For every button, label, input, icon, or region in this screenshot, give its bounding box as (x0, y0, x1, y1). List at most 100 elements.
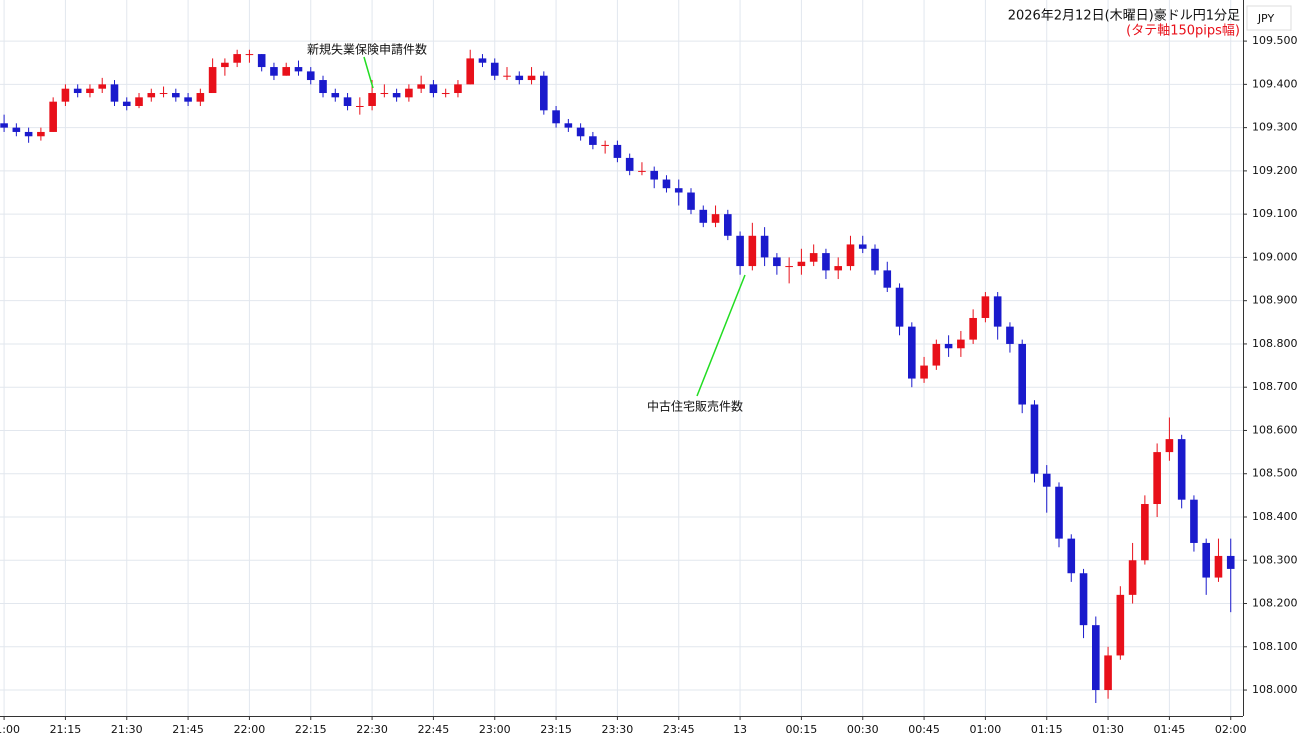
candle-body (356, 105, 364, 107)
grid (0, 0, 1243, 716)
candle-body (159, 93, 168, 95)
candle-body (908, 326, 916, 379)
candle-body (625, 157, 634, 171)
y-tick-label: 108.000 (1252, 683, 1298, 696)
candle-body (270, 67, 278, 76)
candle-body (196, 93, 205, 102)
candle-body (711, 214, 720, 223)
candle-body (319, 80, 327, 94)
y-tick-label: 108.800 (1252, 337, 1298, 350)
candle-body (540, 75, 548, 111)
candle-body (1116, 594, 1125, 656)
candle-body (969, 317, 977, 340)
y-tick-label: 108.200 (1252, 597, 1298, 610)
candles (0, 49, 1235, 704)
candle-body (1055, 486, 1063, 539)
candle-body (1128, 560, 1137, 595)
y-tick-label: 108.300 (1252, 553, 1298, 566)
y-tick-label: 108.700 (1252, 380, 1298, 393)
candle-body (245, 54, 254, 56)
candle-body (368, 93, 376, 106)
x-tick-label: 22:30 (356, 723, 388, 736)
candle-body (944, 343, 953, 349)
candle-body (613, 144, 622, 158)
candle-body (736, 235, 744, 267)
x-tick-label: 22:15 (295, 723, 327, 736)
candle-body (257, 54, 266, 68)
candle-body (454, 84, 462, 94)
y-tick-label: 109.100 (1252, 207, 1298, 220)
candle-body (172, 93, 180, 98)
candle-body (724, 214, 732, 236)
candle-body (24, 131, 33, 137)
candle-body (147, 93, 156, 98)
candle-body (1079, 573, 1088, 626)
candle-body (490, 62, 499, 76)
x-tick-label: 00:30 (847, 723, 879, 736)
x-tick-label: 13 (733, 723, 747, 736)
candle-body (1141, 504, 1149, 561)
x-tick-label: 00:15 (786, 723, 818, 736)
candle-body (49, 101, 57, 132)
candle-body (809, 253, 818, 262)
candle-body (883, 270, 892, 288)
y-tick-label: 108.500 (1252, 467, 1298, 480)
candle-body (208, 67, 217, 94)
candle-body (61, 88, 70, 102)
x-tick-label: 22:45 (418, 723, 450, 736)
candle-body (233, 54, 241, 63)
candle-body (1214, 555, 1223, 578)
candle-body (37, 131, 45, 137)
candle-body (957, 339, 965, 349)
candle-body (478, 58, 487, 63)
candle-body (306, 71, 315, 81)
candle-body (503, 75, 511, 77)
candle-body (1190, 499, 1198, 543)
y-axis-label-box (1246, 5, 1292, 31)
y-tick-label: 108.900 (1252, 294, 1298, 307)
candle-body (392, 93, 401, 98)
candle-body (135, 97, 143, 106)
candle-body (1226, 555, 1235, 569)
candle-body (1165, 439, 1174, 453)
candle-body (674, 188, 683, 193)
candle-body (760, 235, 769, 258)
x-tick-label: 01:15 (1031, 723, 1063, 736)
candle-body (221, 62, 229, 68)
candle-body (527, 75, 536, 81)
x-tick-label: 22:00 (234, 723, 266, 736)
x-tick-label: 01:00 (970, 723, 1002, 736)
candle-body (650, 170, 659, 180)
y-axis-label: JPY (1257, 12, 1275, 25)
x-tick-label: 02:00 (1215, 723, 1247, 736)
candle-body (638, 170, 646, 172)
candle-body (1042, 473, 1051, 487)
candle-body (282, 67, 291, 76)
candle-body (110, 84, 119, 102)
candle-body (73, 88, 82, 94)
candle-body (12, 127, 21, 132)
y-tick-label: 109.500 (1252, 34, 1298, 47)
candle-body (552, 110, 560, 124)
x-tick-label: 01:45 (1154, 723, 1186, 736)
candle-body (785, 266, 793, 268)
candle-body (184, 97, 192, 102)
candle-body (1006, 326, 1014, 344)
candle-body (822, 253, 830, 271)
candle-body (589, 136, 597, 145)
candle-body (380, 93, 389, 95)
candle-body (343, 97, 352, 106)
candle-body (699, 209, 708, 223)
candle-body (441, 93, 450, 95)
candle-body (1092, 625, 1100, 691)
candle-body (1067, 538, 1076, 574)
candle-body (920, 365, 928, 379)
candle-body (466, 58, 475, 85)
candle-body (601, 144, 609, 146)
candle-body (331, 93, 340, 98)
chart-title: 2026年2月12日(木曜日)豪ドル円1分足 (1008, 9, 1240, 24)
candle-body (122, 101, 131, 106)
x-tick-label: 23:45 (663, 723, 695, 736)
